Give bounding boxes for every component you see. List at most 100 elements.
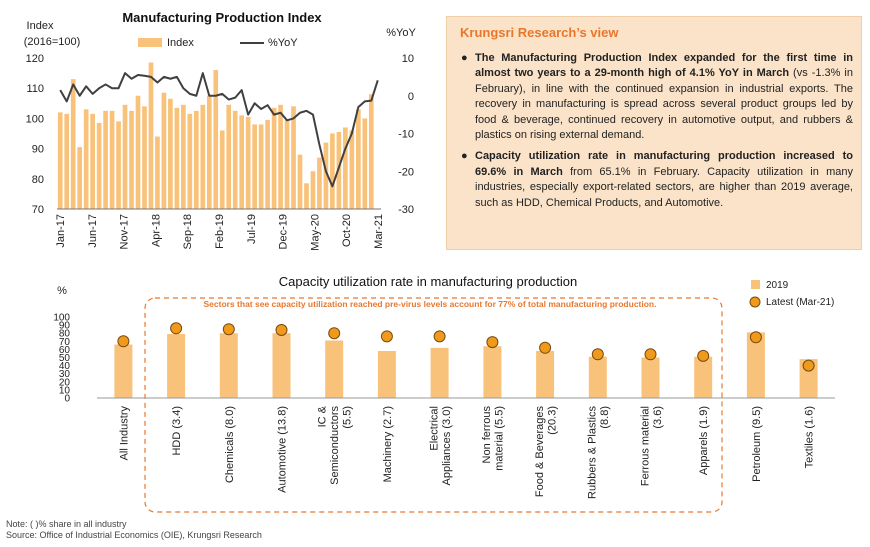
category-label-line: IC & (317, 405, 329, 427)
index-bar (368, 94, 374, 209)
utilization-bar-2019 (430, 347, 449, 398)
category-label-line: Chemicals (8.0) (224, 406, 236, 483)
y-tick-label-right: -10 (398, 129, 414, 141)
source-text: Source: Office of Industrial Economics (… (6, 530, 262, 540)
y-tick-label-right: 0 (408, 91, 414, 103)
index-bar (271, 107, 277, 209)
chart2-title: Capacity utilization rate in manufacturi… (279, 274, 577, 289)
utilization-bar-2019 (746, 332, 765, 398)
utilization-dot-latest (117, 335, 130, 348)
category-label: Food & Beverages (20.3) (534, 406, 559, 498)
utilization-dot-latest (433, 330, 446, 343)
utilization-dot-latest (380, 330, 393, 343)
y-tick-label-left: 120 (26, 53, 44, 65)
y-tick-label: 50 (59, 353, 71, 364)
capacity-utilization-chart: Capacity utilization rate in manufacturi… (53, 274, 835, 513)
x-tick-label: Nov-17 (119, 214, 131, 249)
index-bar (206, 95, 212, 209)
index-bar (200, 104, 206, 209)
x-tick-label: Jan-17 (55, 214, 67, 248)
y-tick-label-right: -30 (398, 204, 414, 216)
index-bar (291, 106, 296, 209)
chart2-legend: 2019 Latest (Mar-21) (749, 280, 834, 308)
y-tick-label-right: 10 (402, 53, 414, 65)
index-bar (174, 107, 180, 209)
utilization-bar-2019 (219, 333, 238, 398)
utilization-bar-2019 (272, 333, 291, 398)
index-bar (284, 119, 290, 209)
index-bar (258, 124, 264, 209)
yoy-line (59, 72, 379, 188)
research-view-bullet-2-bold: Capacity utilization rate in manufacturi… (475, 150, 853, 178)
highlight-box (144, 297, 723, 513)
research-view-bullet-1: ● The Manufacturing Production Index exp… (461, 51, 853, 143)
chart1-bars (57, 62, 374, 209)
y-tick-label-left: 110 (26, 83, 44, 95)
utilization-dot-latest (170, 322, 183, 335)
utilization-bar-2019 (588, 356, 607, 398)
index-bar (109, 110, 115, 209)
category-label-line: HDD (3.4) (171, 406, 183, 456)
index-bar (155, 136, 160, 209)
research-view-title: Krungsri Research’s view (460, 25, 619, 40)
y-tick-label-left: 100 (26, 113, 44, 125)
chart1-ylabel-left-line1: Index (27, 20, 54, 32)
index-bar (122, 104, 128, 209)
note-text: Note: ( )% share in all industry (6, 519, 127, 529)
index-bar (64, 113, 70, 209)
y-tick-label: 10 (59, 385, 71, 396)
index-bar (349, 130, 355, 209)
utilization-dot-latest (644, 348, 657, 361)
index-bar (317, 157, 322, 209)
index-bar (232, 110, 238, 209)
utilization-bar-2019 (167, 334, 186, 398)
category-label-line: All Industry (118, 406, 130, 461)
category-label-line: Ferrous material (639, 406, 651, 486)
legend-2019-label: 2019 (766, 280, 789, 291)
category-label-line: (20.3) (546, 406, 558, 435)
y-tick-label: 0 (64, 394, 70, 405)
chart1-ylabel-left-line2: (2016=100) (24, 36, 81, 48)
index-bar (245, 116, 251, 209)
chart1-legend: Index %YoY (138, 37, 298, 49)
index-bar (116, 121, 121, 209)
chart1-axes: 70 80 90 100 110 120 -30 -20 -10 0 10 Jan-17 Jun-17 N… (26, 53, 414, 251)
utilization-dot-latest (591, 348, 604, 361)
category-label: Rubbers & Plastics (8.8) (587, 406, 612, 499)
y-tick-label: 20 (59, 377, 71, 388)
utilization-bar-2019 (483, 346, 502, 398)
category-label: IC & Semiconductors (5.5) (317, 405, 354, 485)
category-label-line: Automotive (13.8) (277, 406, 289, 493)
index-bar (265, 119, 270, 209)
index-bar (278, 104, 283, 209)
index-bar (323, 142, 329, 209)
y-tick-label: 90 (59, 321, 71, 332)
category-label-line: Appliances (3.0) (441, 406, 453, 486)
index-bar (168, 98, 173, 209)
utilization-dot-latest (749, 331, 762, 344)
chart1-title: Manufacturing Production Index (122, 10, 322, 25)
legend-2019-swatch (751, 280, 760, 289)
index-bar (96, 122, 102, 209)
index-bar (70, 79, 76, 209)
category-label: Petroleum (9.5) (751, 406, 763, 482)
index-bar (239, 115, 245, 209)
category-label: Electrical Appliances (3.0) (428, 406, 453, 486)
category-label-line: Electrical (428, 406, 440, 451)
category-label-line: Textiles (1.6) (804, 406, 816, 468)
utilization-bar-2019 (377, 351, 396, 398)
index-bar (304, 183, 309, 209)
chart2-annotation: Sectors that see capacity utilization re… (204, 299, 657, 309)
utilization-dot-latest (275, 324, 288, 336)
utilization-bar-2019 (114, 344, 133, 398)
research-view-bullet-2-text: from 65.1% in February. Capacity utiliza… (475, 165, 853, 209)
index-bar (148, 62, 154, 209)
category-label-line: Semiconductors (329, 406, 341, 485)
y-tick-label: 40 (59, 361, 71, 372)
research-view-bullet-1-text: (vs -1.3% in February), in line with the… (475, 67, 853, 142)
category-label-line: Food & Beverages (534, 406, 546, 498)
footnotes: Note: ( )% share in all industry Source:… (6, 519, 262, 541)
index-bar (161, 92, 167, 209)
index-bar (90, 113, 95, 209)
